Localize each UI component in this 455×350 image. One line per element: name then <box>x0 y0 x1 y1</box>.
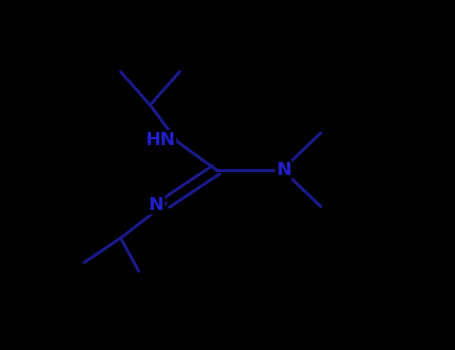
Text: N: N <box>149 196 164 214</box>
Text: N: N <box>276 161 291 179</box>
Text: HN: HN <box>145 131 175 149</box>
